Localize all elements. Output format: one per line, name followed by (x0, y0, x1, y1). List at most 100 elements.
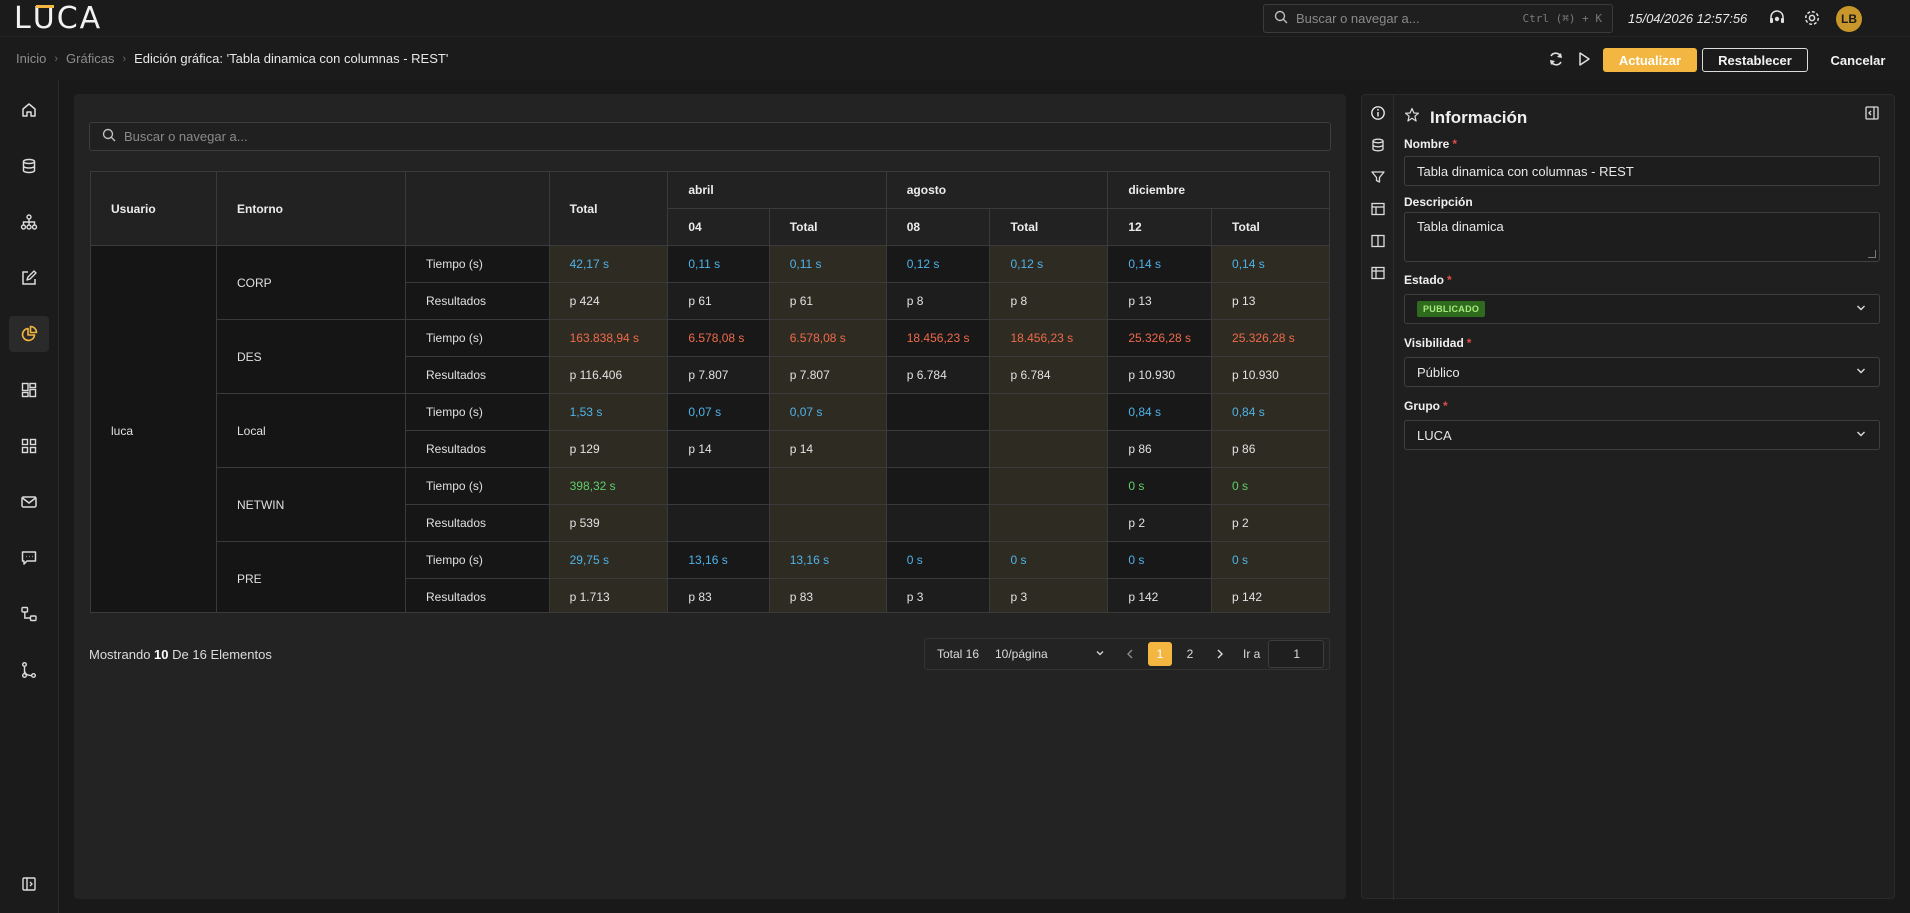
play-icon[interactable] (1574, 49, 1594, 69)
header-month-diciembre[interactable]: diciembre (1107, 171, 1330, 209)
info-panel-title: Información (1404, 107, 1527, 128)
value-cell: p 142 (1107, 578, 1213, 612)
table-row: DES Tiempo (s) 163.838,94 s 6.578,08 s 6.578… (91, 319, 1330, 394)
value-cell (667, 467, 770, 505)
chevron-down-icon (1855, 302, 1867, 317)
chevron-down-icon (1855, 365, 1867, 380)
search-shortcut-hint: Ctrl (⌘) + K (1522, 12, 1602, 25)
header-day[interactable]: 12 (1107, 208, 1213, 246)
home-icon (22, 103, 36, 117)
pivot-table-container[interactable]: Usuario Entorno Total abril agosto dicie… (90, 171, 1330, 613)
visibilidad-select[interactable]: Público (1404, 357, 1880, 387)
total-value-cell: p 13 (1211, 282, 1330, 320)
settings-gear-icon[interactable] (1803, 9, 1821, 27)
value-cell: 0,14 s (1107, 245, 1213, 283)
value-cell: 0 s (1107, 541, 1213, 579)
page-size-select[interactable]: 10/página (995, 647, 1115, 661)
sidebar-item-mail[interactable] (9, 484, 49, 520)
sidebar-item-structure[interactable] (9, 204, 49, 240)
page-button-2[interactable]: 2 (1186, 647, 1194, 661)
header-usuario[interactable]: Usuario (90, 171, 217, 246)
total-value-cell: p 2 (1211, 504, 1330, 542)
metric-label-cell: Resultados (404, 578, 550, 612)
header-month-total[interactable]: Total (1211, 208, 1330, 246)
sidebar-item-branches[interactable] (9, 652, 49, 688)
header-total[interactable]: Total (548, 171, 669, 246)
sidebar-item-messages[interactable] (9, 540, 49, 576)
goto-label: Ir a (1243, 647, 1261, 661)
header-month-abril[interactable]: abril (667, 171, 887, 209)
breadcrumb-home-link[interactable]: Inicio (16, 51, 47, 66)
total-value-cell: p 116.406 (548, 356, 669, 394)
goto-page-input[interactable]: 1 (1268, 640, 1325, 668)
support-agent-icon[interactable] (1768, 9, 1786, 27)
header-month-total[interactable]: Total (989, 208, 1109, 246)
next-page-button[interactable] (1208, 642, 1232, 666)
sidebar-item-flows[interactable] (9, 596, 49, 632)
grid-icon (21, 438, 37, 454)
total-value-cell: 0 s (1211, 541, 1330, 579)
tab-layout[interactable] (1366, 261, 1390, 285)
breadcrumb-current: Edición gráfica: 'Tabla dinamica con col… (134, 51, 449, 66)
page-button-1[interactable]: 1 (1148, 642, 1172, 666)
tab-table[interactable] (1366, 197, 1390, 221)
entorno-cell: DES (215, 319, 406, 394)
sidebar-collapse-toggle[interactable] (9, 866, 49, 902)
refresh-icon[interactable] (1546, 49, 1566, 69)
cancel-button[interactable]: Cancelar (1830, 52, 1886, 68)
sidebar-item-charts[interactable] (9, 316, 49, 352)
tab-columns[interactable] (1366, 229, 1390, 253)
table-search-input[interactable]: Buscar o navegar a... (89, 122, 1331, 151)
header-entorno[interactable]: Entorno (215, 171, 406, 246)
chart-preview-panel: Buscar o navegar a... Usuario Entorno To… (74, 94, 1346, 899)
total-value-cell: 1,53 s (548, 393, 669, 431)
app-logo[interactable]: LUCA (14, 0, 103, 36)
header-day[interactable]: 04 (667, 208, 770, 246)
layout-icon (1371, 266, 1385, 280)
estado-label: Estado * (1404, 273, 1452, 287)
reset-button[interactable]: Restablecer (1702, 48, 1808, 72)
total-value-cell: 0,84 s (1211, 393, 1330, 431)
items-count-prefix: Mostrando (89, 647, 151, 662)
total-value-cell: p 129 (548, 430, 669, 468)
sidebar-item-home[interactable] (9, 92, 49, 128)
grupo-value: LUCA (1417, 427, 1452, 443)
sidebar-item-apps[interactable] (9, 428, 49, 464)
descripcion-textarea[interactable]: Tabla dinamica (1404, 212, 1880, 262)
value-cell: p 10.930 (1107, 356, 1213, 394)
value-cell: p 8 (885, 282, 991, 320)
total-value-cell: 0,11 s (768, 245, 887, 283)
items-count-suffix: De 16 Elementos (172, 647, 272, 662)
breadcrumb-charts-link[interactable]: Gráficas (66, 51, 115, 66)
user-avatar[interactable]: LB (1836, 6, 1862, 32)
resize-grip-icon[interactable] (1868, 250, 1876, 258)
sidebar-item-editor[interactable] (9, 260, 49, 296)
edit-icon (22, 270, 37, 285)
prev-page-button[interactable] (1118, 642, 1142, 666)
collapse-panel-icon[interactable] (1864, 105, 1882, 123)
header-day[interactable]: 08 (885, 208, 991, 246)
sidebar-item-dashboards[interactable] (9, 372, 49, 408)
value-cell (885, 430, 991, 468)
search-icon (1274, 10, 1288, 27)
tab-info[interactable] (1366, 101, 1390, 125)
header-month-total[interactable]: Total (768, 208, 887, 246)
global-search-input[interactable]: Buscar o navegar a... Ctrl (⌘) + K (1263, 4, 1613, 33)
table-row: Resultados p 129 p 14 p 14 p 86 p 86 (91, 430, 1330, 468)
global-search-placeholder: Buscar o navegar a... (1296, 11, 1420, 26)
grupo-select[interactable]: LUCA (1404, 420, 1880, 450)
nombre-input[interactable]: Tabla dinamica con columnas - REST (1404, 156, 1880, 186)
tab-filters[interactable] (1366, 165, 1390, 189)
total-value-cell: 29,75 s (548, 541, 669, 579)
update-button[interactable]: Actualizar (1603, 48, 1697, 72)
breadcrumb-bar: Inicio › Gráficas › Edición gráfica: 'Ta… (0, 36, 1910, 80)
header-month-agosto[interactable]: agosto (885, 171, 1109, 209)
sidebar-item-data[interactable] (9, 148, 49, 184)
tab-data[interactable] (1366, 133, 1390, 157)
database-icon (1372, 138, 1384, 152)
star-favorite-icon[interactable] (1404, 107, 1420, 128)
search-icon (102, 128, 116, 145)
required-marker: * (1452, 137, 1458, 151)
estado-select[interactable]: PUBLICADO (1404, 294, 1880, 324)
